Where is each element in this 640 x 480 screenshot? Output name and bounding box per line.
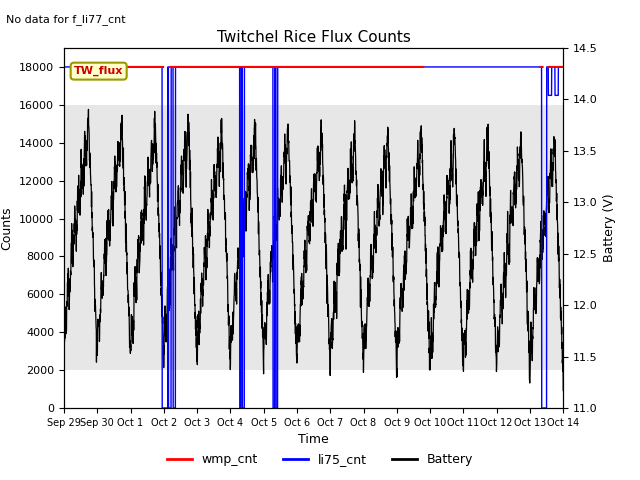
- Y-axis label: Counts: Counts: [1, 206, 13, 250]
- Y-axis label: Battery (V): Battery (V): [604, 194, 616, 262]
- Text: No data for f_li77_cnt: No data for f_li77_cnt: [6, 14, 126, 25]
- X-axis label: Time: Time: [298, 433, 329, 446]
- Bar: [64, 105, 563, 370]
- Legend: wmp_cnt, li75_cnt, Battery: wmp_cnt, li75_cnt, Battery: [162, 448, 478, 471]
- Title: Twitchel Rice Flux Counts: Twitchel Rice Flux Counts: [217, 30, 410, 46]
- Text: TW_flux: TW_flux: [74, 66, 124, 76]
